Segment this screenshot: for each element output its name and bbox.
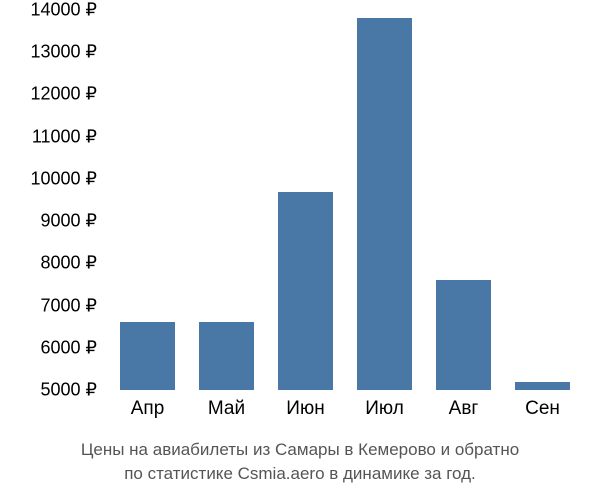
x-axis-labels: Апр Май Июн Июл Авг Сен	[110, 398, 580, 420]
bar-slot	[278, 10, 333, 390]
x-label: Сен	[515, 398, 570, 420]
bar-aug	[436, 280, 491, 390]
x-label: Июл	[357, 398, 412, 420]
y-tick: 14000 ₽	[30, 0, 97, 21]
bar-may	[199, 322, 254, 390]
bar-slot	[515, 10, 570, 390]
y-tick: 6000 ₽	[41, 337, 98, 358]
y-tick: 10000 ₽	[30, 168, 97, 189]
chart-caption: Цены на авиабилеты из Самары в Кемерово …	[0, 438, 600, 486]
bar-slot	[436, 10, 491, 390]
plot-area	[110, 10, 580, 390]
y-tick: 11000 ₽	[32, 126, 97, 147]
bar-slot	[357, 10, 412, 390]
y-tick: 13000 ₽	[30, 42, 97, 63]
bar-slot	[120, 10, 175, 390]
x-label: Авг	[436, 398, 491, 420]
bar-jul	[357, 18, 412, 390]
x-label: Июн	[278, 398, 333, 420]
caption-line-2: по статистике Csmia.aero в динамике за г…	[124, 464, 476, 483]
x-label: Май	[199, 398, 254, 420]
y-tick: 7000 ₽	[41, 295, 98, 316]
price-bar-chart: 14000 ₽ 13000 ₽ 12000 ₽ 11000 ₽ 10000 ₽ …	[0, 0, 600, 500]
y-tick: 5000 ₽	[41, 380, 98, 401]
bars-container	[110, 10, 580, 390]
bar-slot	[199, 10, 254, 390]
bar-apr	[120, 322, 175, 390]
bar-sep	[515, 382, 570, 390]
bar-jun	[278, 192, 333, 390]
y-axis-ticks: 14000 ₽ 13000 ₽ 12000 ₽ 11000 ₽ 10000 ₽ …	[0, 10, 105, 390]
x-label: Апр	[120, 398, 175, 420]
y-tick: 12000 ₽	[30, 84, 97, 105]
y-tick: 8000 ₽	[41, 253, 98, 274]
caption-line-1: Цены на авиабилеты из Самары в Кемерово …	[81, 440, 519, 459]
y-tick: 9000 ₽	[41, 211, 98, 232]
